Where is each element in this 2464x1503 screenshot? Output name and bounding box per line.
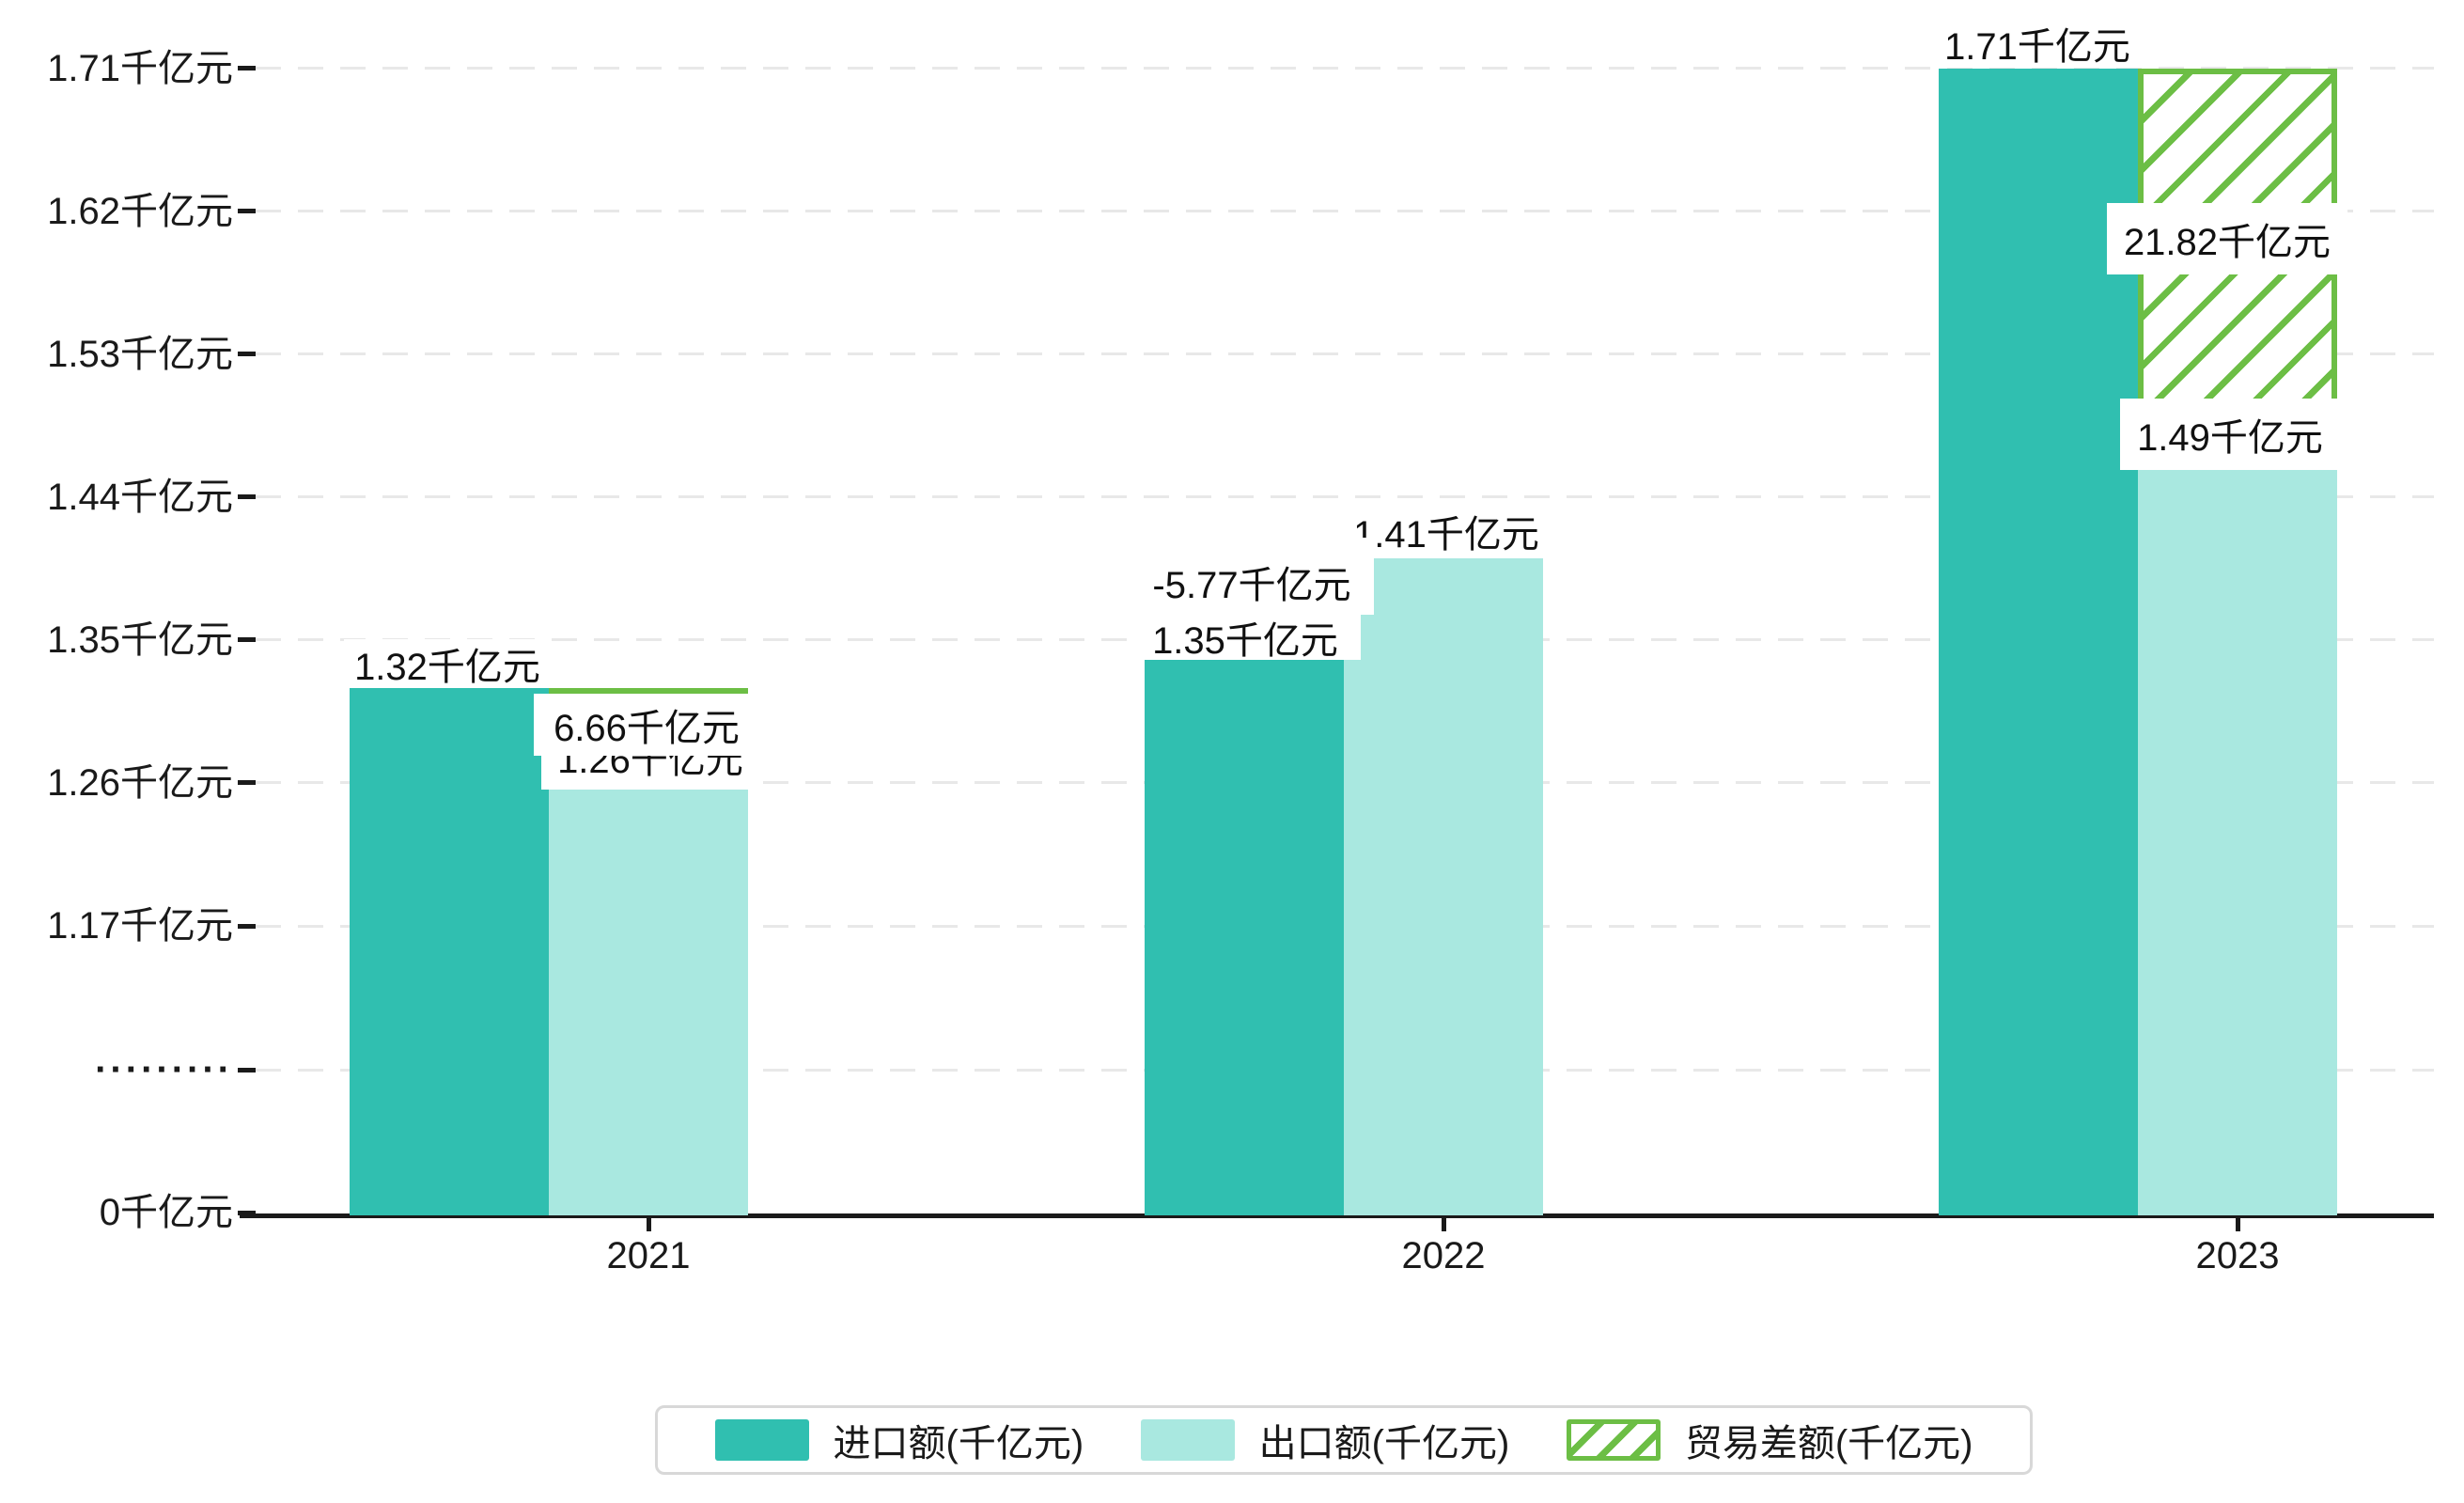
y-tick-mark [238, 66, 256, 71]
data-label-balance-2023: 21.82千亿元 [2107, 203, 2347, 274]
balance-hatch-swatch-icon [1566, 1419, 1661, 1461]
import-swatch-icon [714, 1419, 809, 1461]
legend-item-balance: 贸易差额(千亿元) [1566, 1413, 1973, 1467]
legend-label-balance: 贸易差额(千亿元) [1684, 1423, 1973, 1464]
x-tick-mark [2235, 1216, 2240, 1231]
chart-legend: 进口额(千亿元) 出口额(千亿元) 贸易差额(千亿元) [655, 1405, 2033, 1475]
y-tick-label: 1.53千亿元 [47, 333, 233, 375]
x-tick-label: 2022 [1401, 1235, 1486, 1276]
bar-export-2021 [549, 782, 748, 1215]
data-label-export-2022: 1.41千亿元 [1338, 504, 1554, 558]
data-label-import-2022: 1.35千亿元 [1130, 615, 1361, 662]
data-label-import-2023: 1.71千亿元 [1930, 19, 2144, 68]
legend-item-export: 出口额(千亿元) [1140, 1413, 1510, 1467]
legend-label-import: 进口额(千亿元) [833, 1423, 1084, 1464]
y-tick-label: ········· [95, 1049, 233, 1090]
y-tick-mark [238, 352, 256, 357]
y-tick-mark [238, 209, 256, 214]
y-tick-label: 1.17千亿元 [47, 905, 233, 947]
y-tick-mark [238, 1067, 256, 1072]
legend-label-export: 出口额(千亿元) [1258, 1423, 1510, 1464]
y-tick-label: 0千亿元 [99, 1192, 233, 1233]
x-tick-mark [1441, 1216, 1446, 1231]
bar-export-2023 [2138, 417, 2337, 1215]
bar-export-2022 [1344, 544, 1543, 1215]
grid-line [256, 352, 2434, 356]
y-tick-label: 1.26千亿元 [47, 761, 233, 804]
x-tick-label: 2023 [2195, 1235, 2280, 1276]
export-swatch-icon [1140, 1419, 1235, 1461]
data-label-balance-2022: -5.77千亿元 [1130, 538, 1374, 615]
data-label-export-2023: 1.49千亿元 [2120, 399, 2340, 470]
x-tick-mark [646, 1216, 651, 1231]
bar-import-2023 [1939, 68, 2138, 1215]
grid-line [256, 495, 2434, 499]
grid-line [256, 67, 2434, 70]
legend-item-import: 进口额(千亿元) [714, 1413, 1084, 1467]
y-tick-label: 1.62千亿元 [47, 190, 233, 232]
data-label-balance-2021: 6.66千亿元 [534, 694, 759, 756]
y-tick-label: 1.71千亿元 [47, 47, 233, 89]
y-tick-mark [238, 923, 256, 929]
y-tick-mark [238, 637, 256, 643]
bar-import-2022 [1145, 639, 1344, 1215]
y-tick-mark [238, 494, 256, 500]
data-label-import-2021: 1.32千亿元 [344, 639, 551, 688]
x-axis-line [240, 1213, 2434, 1218]
y-tick-label: 1.44千亿元 [47, 476, 233, 518]
bar-import-2021 [350, 687, 549, 1215]
x-tick-label: 2021 [606, 1235, 691, 1276]
y-tick-mark [238, 780, 256, 786]
grid-line [256, 210, 2434, 213]
y-tick-label: 1.35千亿元 [47, 618, 233, 661]
y-tick-mark [238, 1210, 256, 1215]
